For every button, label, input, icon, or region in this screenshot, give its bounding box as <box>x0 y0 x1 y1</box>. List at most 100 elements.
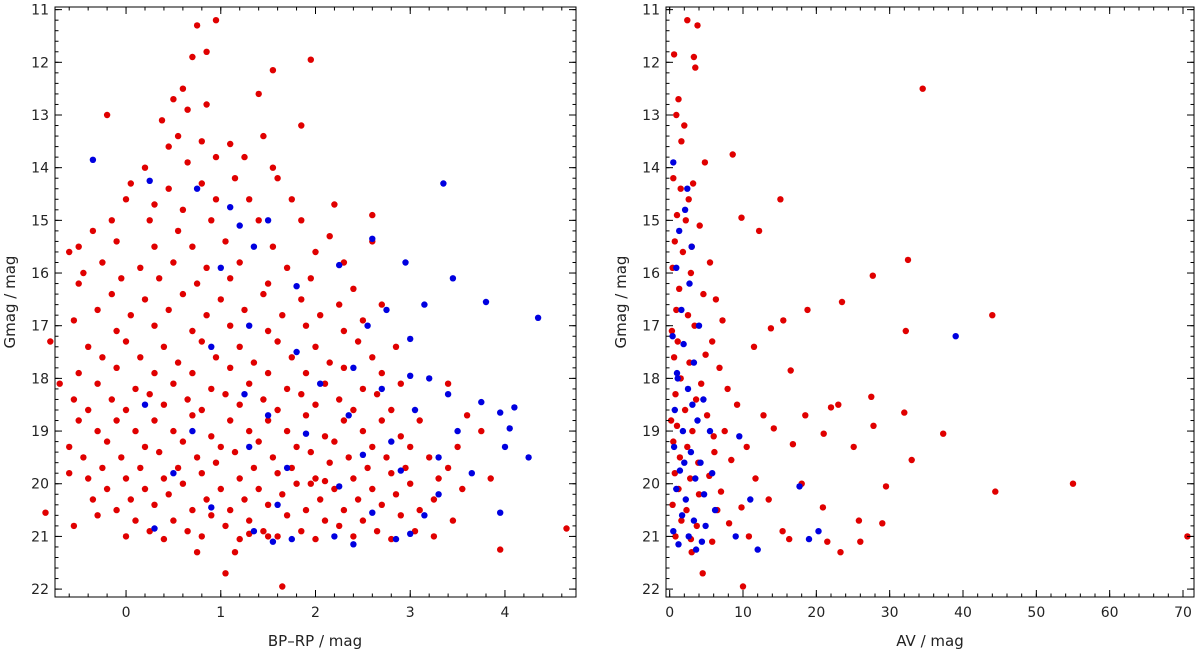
red-data-point <box>255 485 262 493</box>
red-data-point <box>709 538 716 545</box>
red-data-point <box>497 546 504 553</box>
red-data-point <box>827 404 835 411</box>
blue-data-point <box>250 528 258 535</box>
red-data-point <box>699 570 706 577</box>
blue-data-point <box>402 259 409 266</box>
red-data-point <box>80 454 87 461</box>
red-data-point <box>682 217 689 224</box>
blue-data-point <box>670 443 678 451</box>
blue-data-point <box>684 185 691 192</box>
red-data-point <box>786 535 793 543</box>
red-data-point <box>312 343 319 350</box>
red-data-point <box>687 269 695 277</box>
red-data-point <box>193 22 201 29</box>
red-data-point <box>298 528 305 535</box>
red-data-point <box>750 343 758 350</box>
y-tick-label: 12 <box>642 55 660 71</box>
red-data-point <box>780 317 787 324</box>
red-data-point <box>231 175 239 182</box>
red-data-point <box>478 427 485 435</box>
red-data-point <box>85 475 92 482</box>
blue-data-point <box>264 412 272 419</box>
red-data-point <box>430 533 438 540</box>
red-data-point <box>170 259 177 266</box>
red-data-point <box>255 438 262 445</box>
red-data-point <box>99 259 106 266</box>
red-data-point <box>373 391 381 398</box>
blue-data-point <box>670 528 677 535</box>
right-panel: 0 10 20 30 40 50 60 70111213141516171819202122 … <box>612 3 1195 650</box>
red-data-point <box>89 227 97 235</box>
blue-data-point <box>702 522 709 530</box>
blue-data-point <box>534 314 542 321</box>
y-tick-label: 21 <box>642 529 660 545</box>
red-data-point <box>132 427 139 435</box>
blue-data-point <box>736 433 743 440</box>
red-data-point <box>738 504 745 511</box>
blue-data-point <box>671 406 678 414</box>
red-data-point <box>264 327 272 335</box>
red-data-point <box>692 396 700 403</box>
red-data-point <box>444 380 452 387</box>
red-data-point <box>908 456 915 464</box>
red-data-point <box>103 485 111 493</box>
y-tick-label: 20 <box>642 477 660 493</box>
red-data-point <box>212 196 220 203</box>
red-data-point <box>212 354 220 361</box>
red-data-point <box>113 506 120 514</box>
y-tick-label: 17 <box>642 319 660 335</box>
blue-data-point <box>468 470 475 477</box>
blue-data-point <box>331 533 338 540</box>
blue-data-point <box>227 204 234 211</box>
red-data-point <box>274 406 281 414</box>
red-data-point <box>246 380 253 387</box>
red-data-point <box>669 501 676 508</box>
blue-data-point <box>189 427 196 435</box>
x-tick-label: 50 <box>1027 605 1045 621</box>
y-tick-label: 22 <box>31 582 49 598</box>
red-data-point <box>241 496 248 503</box>
blue-data-point <box>388 438 395 445</box>
red-data-point <box>174 464 182 472</box>
red-data-point <box>302 412 310 419</box>
red-data-point <box>321 433 329 440</box>
blue-data-point <box>208 504 215 511</box>
blue-data-point <box>690 359 698 366</box>
red-data-point <box>837 549 844 556</box>
red-data-point <box>354 496 362 503</box>
red-data-point <box>711 448 718 456</box>
blue-data-point <box>685 533 692 540</box>
blue-data-point <box>350 541 357 548</box>
red-data-point <box>189 327 196 335</box>
red-data-point <box>274 470 281 477</box>
red-data-point <box>690 53 698 61</box>
x-tick-label: 30 <box>881 605 899 621</box>
red-data-point <box>160 343 168 350</box>
red-data-point <box>151 243 158 250</box>
red-data-point <box>122 475 130 482</box>
red-data-point <box>231 549 239 556</box>
x-tick-label: 10 <box>734 605 752 621</box>
red-data-point <box>208 217 215 224</box>
red-data-point <box>331 485 338 493</box>
red-data-point <box>397 512 404 519</box>
blue-data-point <box>241 391 248 398</box>
red-data-point <box>989 312 996 319</box>
red-data-point <box>307 275 314 282</box>
red-data-point <box>227 364 234 371</box>
red-data-point <box>160 401 168 408</box>
red-data-point <box>743 443 750 451</box>
red-data-point <box>678 138 685 145</box>
red-data-point <box>137 354 144 361</box>
red-data-point <box>729 151 736 158</box>
red-data-point <box>692 64 699 71</box>
blue-data-point <box>525 454 532 461</box>
red-data-point <box>703 412 711 419</box>
red-data-point <box>241 306 248 314</box>
x-tick-label: 70 <box>1174 605 1192 621</box>
red-data-point <box>693 522 700 530</box>
red-data-point <box>85 343 92 350</box>
red-data-point <box>279 312 286 319</box>
red-data-point <box>326 459 333 466</box>
